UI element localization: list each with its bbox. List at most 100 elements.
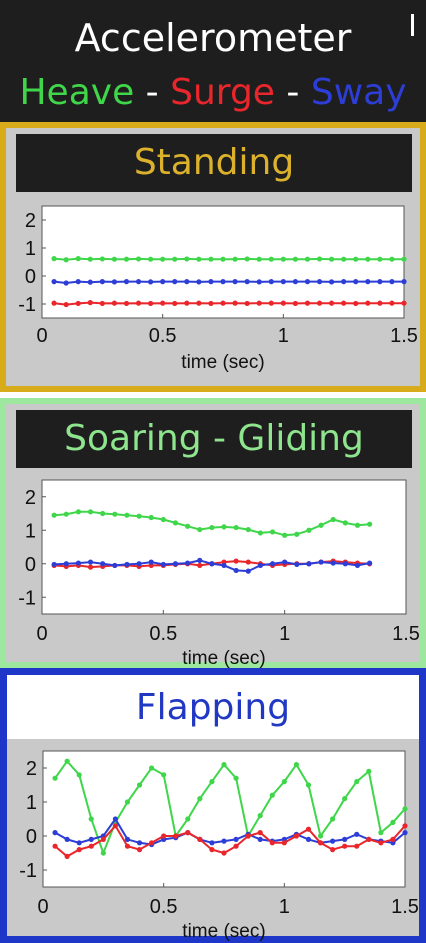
data-point-surge: [124, 843, 131, 849]
data-point-sway: [99, 279, 105, 285]
data-point-sway: [87, 559, 94, 565]
x-tick-label: 0.5: [150, 896, 178, 918]
y-tick-label: 0: [25, 266, 36, 288]
data-point-heave: [148, 256, 154, 262]
data-point-heave: [209, 779, 215, 785]
data-point-heave: [342, 796, 348, 802]
data-point-surge: [256, 300, 262, 306]
data-point-surge: [390, 836, 396, 842]
data-point-surge: [64, 853, 70, 859]
data-point-surge: [76, 847, 82, 853]
data-point-heave: [124, 799, 131, 805]
data-point-sway: [160, 561, 166, 568]
data-point-heave: [197, 796, 203, 802]
data-point-heave: [233, 775, 239, 781]
data-point-heave: [196, 256, 202, 262]
data-point-heave: [209, 524, 215, 531]
data-point-surge: [99, 300, 105, 307]
data-point-sway: [269, 561, 276, 567]
data-point-surge: [75, 300, 81, 307]
series-line-heave: [54, 257, 404, 261]
data-point-heave: [51, 512, 57, 518]
legend-surge: Surge: [170, 72, 275, 113]
data-point-heave: [292, 256, 298, 262]
data-point-sway: [52, 830, 58, 836]
data-point-sway: [233, 836, 239, 842]
data-point-heave: [184, 256, 190, 262]
data-point-sway: [257, 562, 263, 569]
figure-header: Accelerometer Heave - Surge - Sway: [0, 0, 426, 122]
data-point-surge: [342, 843, 348, 849]
data-point-sway: [196, 279, 202, 285]
x-tick-label: 0.5: [149, 325, 177, 347]
data-point-heave: [185, 523, 191, 529]
data-point-heave: [317, 833, 324, 839]
data-point-sway: [197, 557, 203, 563]
data-point-surge: [185, 830, 191, 836]
data-point-sway: [330, 560, 336, 566]
data-point-sway: [112, 562, 118, 569]
data-point-surge: [280, 300, 286, 306]
data-point-heave: [304, 256, 311, 262]
data-point-surge: [365, 300, 371, 306]
data-point-heave: [112, 511, 118, 517]
legend-separator: -: [274, 72, 311, 113]
data-point-sway: [76, 840, 82, 846]
data-point-surge: [292, 300, 298, 307]
data-point-heave: [293, 762, 299, 768]
data-point-sway: [185, 560, 191, 566]
data-point-heave: [280, 256, 286, 262]
y-tick-label: -1: [18, 587, 36, 609]
y-tick-label: 1: [25, 238, 36, 260]
legend-separator: -: [134, 72, 171, 113]
data-point-surge: [51, 300, 57, 306]
data-point-heave: [100, 850, 106, 856]
panel-title-soaring-gliding: Soaring - Gliding: [16, 410, 412, 468]
data-point-sway: [88, 836, 94, 842]
data-point-surge: [304, 300, 311, 306]
data-point-sway: [63, 280, 69, 286]
data-point-surge: [316, 300, 323, 306]
data-point-heave: [63, 257, 69, 263]
data-point-surge: [233, 843, 239, 849]
data-point-surge: [112, 823, 118, 829]
y-tick-label: 2: [25, 487, 36, 509]
data-point-heave: [51, 256, 57, 262]
data-point-heave: [401, 256, 407, 262]
panel-title-flapping: Flapping: [7, 675, 419, 739]
data-point-surge: [123, 300, 130, 307]
data-point-sway: [354, 562, 361, 569]
data-point-surge: [220, 300, 226, 306]
data-point-heave: [124, 512, 130, 518]
plot-area: [41, 205, 405, 319]
data-point-heave: [221, 524, 227, 530]
x-axis-label: time (sec): [181, 352, 264, 373]
data-point-surge: [353, 300, 359, 307]
data-point-sway: [341, 279, 347, 285]
data-point-heave: [160, 256, 166, 262]
data-point-heave: [257, 813, 263, 819]
data-point-surge: [330, 847, 336, 853]
data-point-heave: [136, 782, 143, 788]
y-tick-label: 2: [26, 758, 37, 780]
data-point-heave: [390, 819, 396, 825]
data-point-heave: [365, 256, 371, 262]
data-point-heave: [185, 816, 191, 822]
data-point-surge: [184, 300, 190, 306]
legend-heave: Heave: [19, 72, 135, 113]
data-point-surge: [208, 300, 214, 307]
data-point-sway: [136, 561, 142, 567]
data-point-sway: [329, 279, 335, 285]
data-point-sway: [257, 836, 263, 842]
corner-mark: [411, 14, 414, 36]
data-point-surge: [221, 850, 227, 856]
data-point-surge: [366, 836, 372, 842]
data-point-surge: [402, 823, 408, 829]
y-tick-label: 0: [25, 554, 36, 576]
data-point-surge: [378, 840, 384, 846]
data-point-heave: [63, 511, 69, 517]
data-point-heave: [294, 531, 300, 537]
data-point-heave: [148, 514, 154, 521]
